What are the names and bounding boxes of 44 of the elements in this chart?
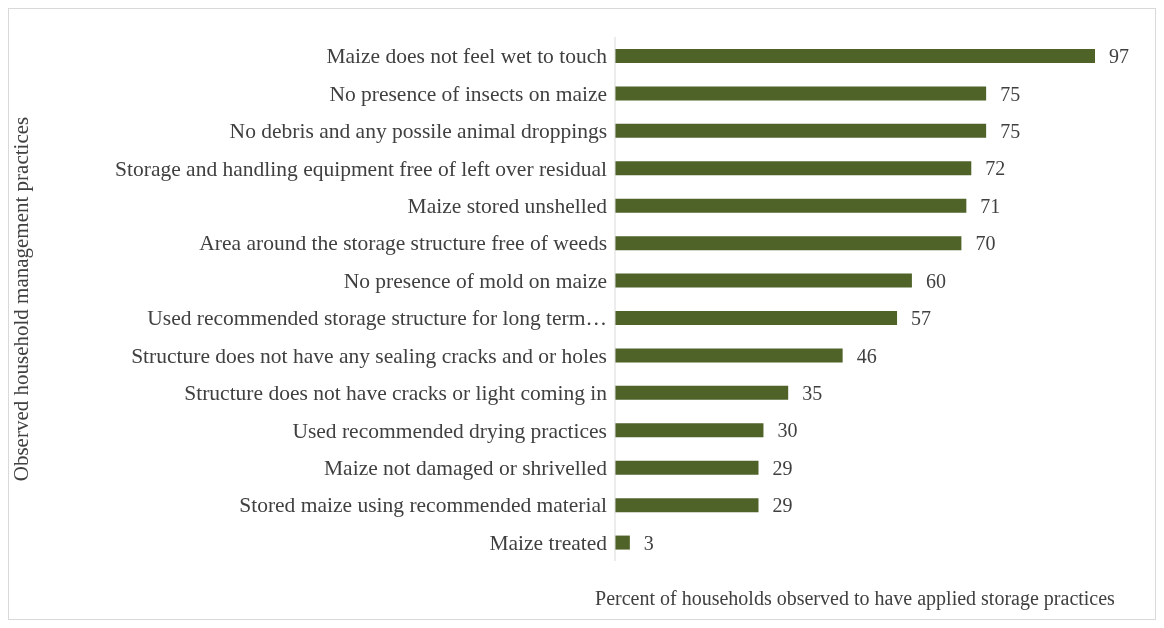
data-label: 29 (772, 456, 793, 479)
y-tick-label: Structure does not have any sealing cracks and or holes (131, 343, 607, 368)
data-label: 29 (772, 494, 793, 517)
bar (615, 86, 987, 101)
y-tick-label: Maize stored unshelled (407, 194, 608, 219)
y-tick-label: Stored maize using recommended material (239, 493, 608, 518)
bar (615, 348, 843, 363)
y-tick-label: No presence of mold on maize (343, 268, 607, 293)
data-label: 71 (980, 194, 1001, 217)
data-label: 46 (856, 344, 877, 367)
bar (615, 273, 912, 288)
data-label: 72 (985, 157, 1006, 180)
bar (615, 161, 972, 176)
data-label: 30 (777, 419, 798, 442)
y-tick-label: Maize does not feel wet to touch (326, 44, 608, 69)
bar (615, 535, 630, 550)
y-tick-label: Storage and handling equipment free of left over residual (115, 156, 608, 181)
y-tick-label: Used recommended drying practices (292, 418, 607, 443)
data-label: 97 (1109, 45, 1129, 68)
y-tick-label: No debris and any possile animal droppings (229, 119, 607, 144)
bar (615, 311, 898, 325)
bar (615, 423, 764, 438)
bar (615, 498, 759, 513)
y-tick-label: No presence of insects on maize (329, 81, 607, 106)
y-axis-title: Observed household management practices (9, 116, 34, 482)
x-axis-title: Percent of households observed to have applied storage practices (595, 587, 1116, 610)
data-label: 57 (911, 307, 932, 330)
data-label: 75 (1000, 119, 1021, 142)
bar (615, 49, 1095, 63)
bar (615, 460, 759, 475)
y-tick-label: Maize treated (489, 530, 608, 555)
data-label: 35 (802, 381, 823, 404)
data-label: 70 (975, 232, 996, 255)
y-tick-label: Structure does not have cracks or light coming in (184, 381, 608, 406)
data-label: 75 (1000, 82, 1021, 105)
data-label: 3 (643, 531, 654, 554)
data-label: 60 (925, 269, 946, 292)
bar (615, 385, 789, 400)
bar (615, 123, 987, 138)
bar (615, 236, 962, 251)
y-tick-label: Area around the storage structure free of weeds (199, 231, 607, 256)
y-tick-label: Used recommended storage structure for long term… (147, 306, 607, 331)
bar (615, 198, 967, 213)
y-tick-label: Maize not damaged or shrivelled (324, 456, 608, 481)
